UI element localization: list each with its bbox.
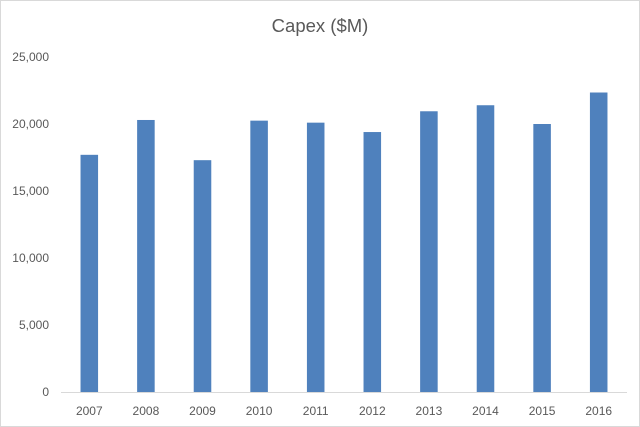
x-tick-label: 2013 xyxy=(416,404,443,418)
x-tick-label: 2011 xyxy=(303,404,329,418)
y-axis-ticks: 0 5,000 10,000 15,000 20,000 25,000 xyxy=(12,50,49,399)
bar-2008 xyxy=(137,119,155,392)
bar-2013 xyxy=(420,111,438,393)
bar-2016 xyxy=(589,92,608,392)
bar-series xyxy=(80,92,608,393)
y-tick-label: 20,000 xyxy=(12,117,49,131)
bar-2012 xyxy=(363,132,382,393)
x-tick-label: 2010 xyxy=(246,404,273,418)
bar-2011 xyxy=(306,122,325,392)
y-tick-label: 15,000 xyxy=(12,184,49,198)
bar-2015 xyxy=(533,124,551,392)
bar-2007 xyxy=(80,154,99,392)
x-axis-ticks: 2007 2008 2009 2010 2011 2012 2013 2014 2015 2016 xyxy=(76,404,612,418)
bar-2009 xyxy=(193,160,212,392)
y-tick-label: 10,000 xyxy=(12,251,49,265)
x-tick-label: 2014 xyxy=(472,404,499,418)
y-tick-label: 5,000 xyxy=(19,318,49,332)
y-tick-label: 25,000 xyxy=(12,50,49,64)
chart-title: Capex ($M) xyxy=(271,15,369,36)
x-tick-label: 2009 xyxy=(189,404,216,418)
bar-2014 xyxy=(476,105,495,393)
x-tick-label: 2012 xyxy=(359,404,386,418)
y-tick-label: 0 xyxy=(42,385,49,399)
x-tick-label: 2008 xyxy=(133,404,160,418)
x-tick-label: 2016 xyxy=(585,404,612,418)
bar-2010 xyxy=(250,120,268,393)
x-tick-label: 2007 xyxy=(76,404,103,418)
x-tick-label: 2015 xyxy=(529,404,556,418)
